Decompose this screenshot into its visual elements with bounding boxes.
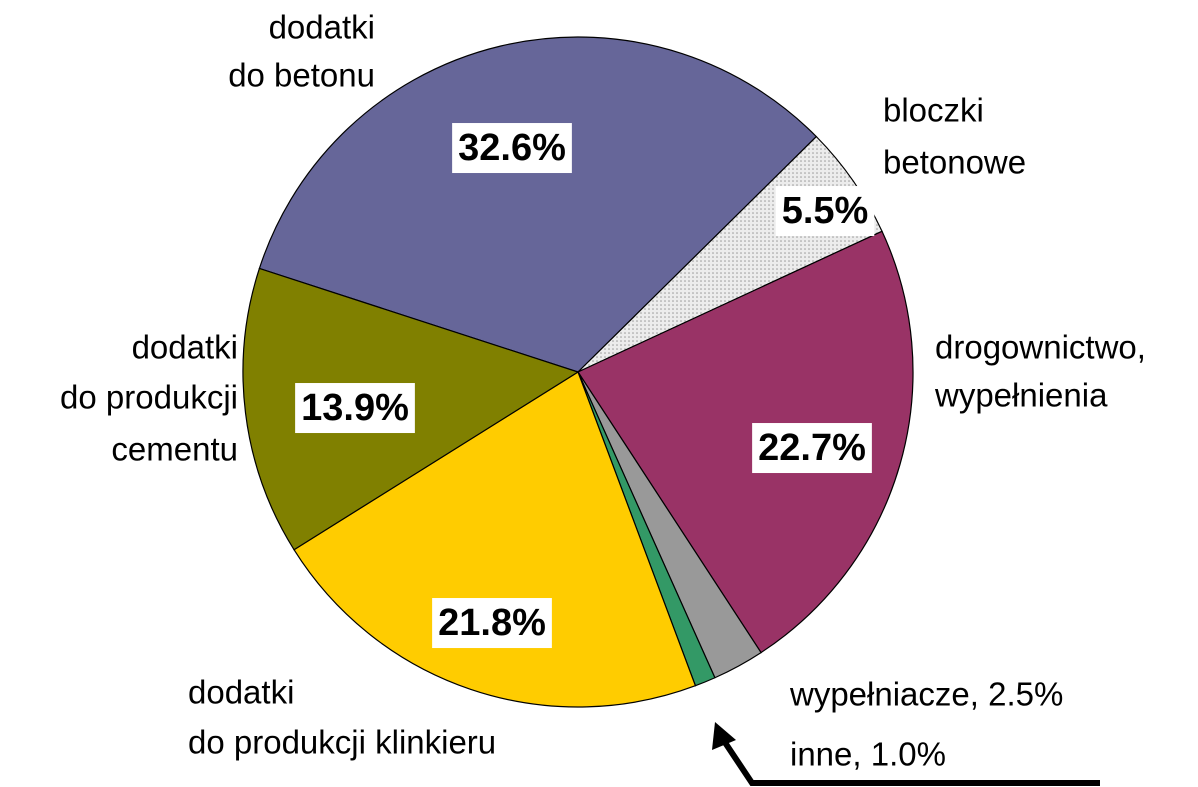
slice-label: do produkcji (60, 379, 238, 416)
slice (258, 36, 818, 373)
slice-label: wypełnienia (934, 377, 1108, 414)
value-label-bg (295, 383, 415, 434)
slice-label: inne, 1.0% (790, 736, 946, 773)
arrow-head (712, 722, 736, 750)
arrow (719, 736, 1100, 786)
slice-label: dodatki (132, 329, 238, 366)
value-label-bg (452, 123, 572, 174)
slice-label: cementu (111, 431, 238, 468)
value-label: 13.9% (301, 387, 409, 429)
slice-label: betonowe (883, 144, 1026, 181)
slice-label: dodatki (269, 9, 375, 46)
slice-label: do produkcji klinkieru (188, 724, 496, 761)
value-label: 5.5% (782, 190, 869, 232)
slice (293, 371, 697, 708)
value-label-bg (752, 423, 872, 474)
pie (242, 36, 914, 708)
value-label: 22.7% (758, 427, 866, 469)
labels: dodatki do betonu 32.6% bloczki betonowe 5.5%… (60, 9, 1146, 773)
value-label: 32.6% (458, 127, 566, 169)
slice (577, 230, 914, 654)
value-label-bg (775, 186, 875, 237)
slice-label: drogownictwo, (935, 329, 1146, 366)
value-label: 21.8% (438, 602, 546, 644)
slice-label: bloczki (883, 92, 984, 129)
value-label-bg (432, 598, 552, 649)
slice-label: dodatki (188, 674, 294, 711)
slice-label: wypełniacze, 2.5% (789, 676, 1063, 713)
slice-label: do betonu (228, 57, 375, 94)
